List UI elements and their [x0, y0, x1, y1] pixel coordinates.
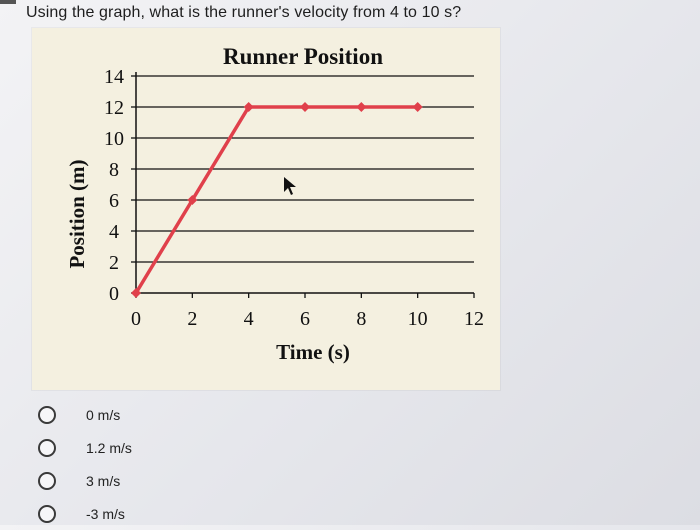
answer-label: 3 m/s	[86, 472, 121, 489]
chart-title: Runner Position	[223, 44, 383, 69]
series-line	[134, 105, 420, 295]
data-point	[187, 195, 198, 205]
tick-labels: 0 2 4 6 8 10 12 14 0 2 4 6 8 10 12	[104, 66, 484, 330]
corner-mark	[0, 0, 16, 4]
x-tick-label: 0	[131, 308, 141, 330]
answer-label: 0 m/s	[86, 406, 121, 423]
answer-option[interactable]: 3 m/s	[38, 464, 132, 497]
data-point	[131, 288, 141, 298]
y-tick-label: 10	[104, 128, 124, 150]
answer-option[interactable]: -3 m/s	[38, 497, 132, 530]
data-point	[356, 102, 367, 112]
answer-label: -3 m/s	[86, 505, 125, 522]
x-axis-label: Time (s)	[276, 340, 350, 364]
radio-button[interactable]	[38, 438, 56, 457]
graph-image: Runner Position Position (m) Time (s) 0 2…	[32, 28, 500, 390]
y-axis-label: Position (m)	[65, 159, 89, 268]
cursor-arrow-icon	[284, 177, 296, 195]
data-point	[412, 102, 423, 112]
y-tick-label: 8	[109, 159, 119, 181]
x-tick-label: 8	[356, 308, 366, 330]
answer-label: 1.2 m/s	[86, 439, 132, 456]
answer-options: 0 m/s 1.2 m/s 3 m/s -3 m/s	[38, 398, 132, 530]
y-tick-label: 6	[109, 190, 119, 212]
y-tick-label: 12	[104, 97, 124, 119]
axes	[131, 72, 475, 298]
runner-position-chart: Runner Position Position (m) Time (s) 0 2…	[65, 44, 484, 364]
x-tick-label: 4	[244, 308, 254, 330]
y-tick-label: 0	[109, 283, 119, 305]
y-tick-label: 2	[109, 252, 119, 274]
data-point	[300, 102, 310, 112]
x-tick-label: 6	[300, 308, 310, 330]
y-tick-label: 4	[109, 221, 119, 243]
data-series	[131, 102, 423, 298]
answer-option[interactable]: 1.2 m/s	[38, 431, 132, 464]
data-point	[243, 102, 254, 112]
x-tick-label: 12	[464, 308, 484, 330]
radio-button[interactable]	[38, 504, 56, 523]
radio-button[interactable]	[38, 405, 56, 424]
answer-option[interactable]: 0 m/s	[38, 398, 132, 431]
y-tick-label: 14	[104, 66, 124, 88]
question-text: Using the graph, what is the runner's ve…	[26, 4, 462, 21]
x-tick-label: 10	[408, 308, 428, 330]
x-tick-label: 2	[187, 308, 197, 330]
radio-button[interactable]	[38, 471, 56, 490]
